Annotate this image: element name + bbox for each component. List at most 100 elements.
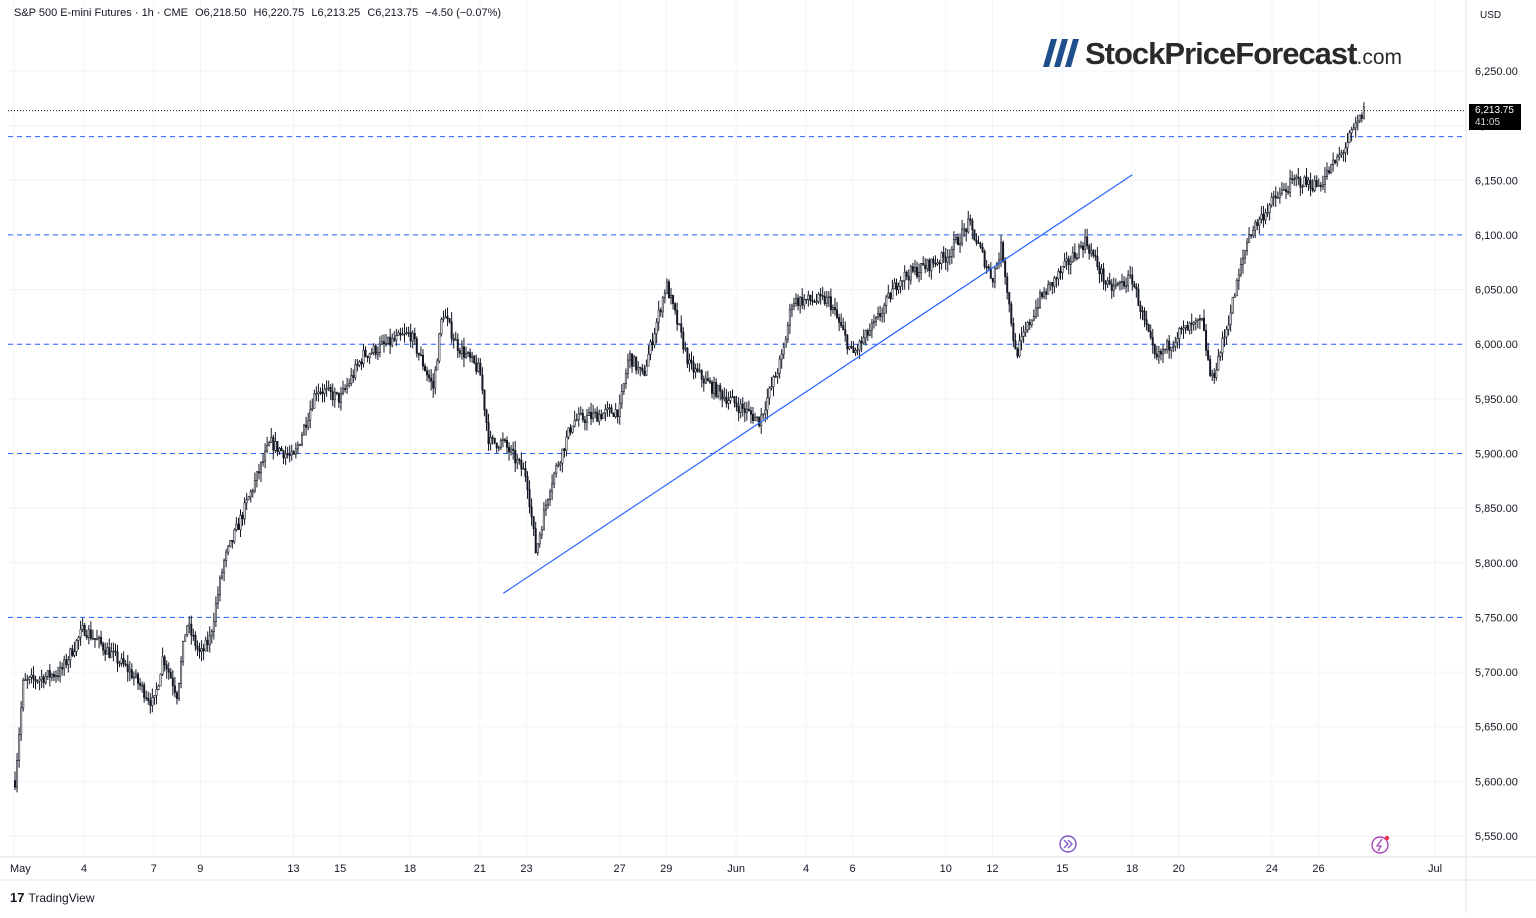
candle-body-83	[184, 634, 187, 642]
candle-body-373	[778, 358, 781, 374]
candle-body-527	[1094, 255, 1097, 257]
open-value: O6,218.50	[195, 7, 247, 19]
candle-body-319	[667, 281, 670, 299]
candle-body-210	[444, 316, 447, 319]
candle-body-377	[786, 324, 789, 340]
candle-body-53	[122, 658, 125, 665]
candle-body-450	[936, 262, 939, 265]
candle-body-37	[89, 629, 92, 639]
candle-body-459	[954, 237, 957, 240]
candle-body-524	[1088, 245, 1091, 254]
alert-badge-bolt	[1375, 838, 1383, 852]
candle-body-257	[540, 529, 543, 536]
candle-body-456	[948, 256, 951, 258]
candle-body-254	[534, 528, 537, 554]
candle-body-374	[780, 353, 783, 360]
candle-body-68	[153, 695, 156, 698]
candle-body-346	[723, 396, 726, 400]
candle-body-237	[499, 440, 502, 448]
candle-body-149	[319, 391, 322, 394]
candle-body-519	[1077, 245, 1080, 259]
candle-body-521	[1082, 245, 1085, 251]
candle-body-79	[175, 692, 178, 699]
candle-body-384	[801, 296, 804, 306]
candle-body-467	[971, 220, 974, 231]
candle-body-653	[1352, 127, 1355, 130]
trendline-layer[interactable]	[502, 174, 1133, 594]
candle-body-9	[32, 674, 35, 680]
candle-body-414	[862, 337, 865, 344]
low-value: L6,213.25	[311, 7, 361, 19]
symbol-info[interactable]: S&P 500 E-mini Futures · 1h · CME	[14, 7, 189, 19]
candle-body-283	[594, 411, 597, 414]
candle-body-305	[639, 366, 642, 369]
candle-body-58	[132, 676, 135, 679]
candle-body-120	[259, 462, 262, 474]
candle-body-90	[198, 648, 201, 652]
candle-body-85	[188, 623, 191, 627]
candle-body-386	[805, 298, 808, 301]
currency-label[interactable]: USD	[1480, 10, 1502, 21]
tradingview-brand[interactable]: 17 TradingView	[10, 890, 95, 905]
candle-body-26	[67, 659, 70, 666]
candle-body-18	[50, 674, 53, 678]
candle-body-425	[885, 296, 888, 306]
candle-body-530	[1100, 268, 1103, 275]
candle-body-104	[227, 545, 230, 553]
candle-body-219	[462, 346, 465, 358]
candle-body-67	[151, 697, 154, 706]
time-tick-12: 4	[803, 863, 809, 875]
candle-body-376	[784, 338, 787, 348]
candle-body-256	[538, 534, 541, 545]
candle-body-41	[98, 637, 101, 640]
candle-body-19	[52, 674, 55, 678]
time-axis[interactable]: May 4 7 9 13 15 18 21 23 27 29 Jun 4 6 10 12 15 18 20 24 26 J…	[10, 863, 1442, 875]
candle-body-514	[1067, 258, 1070, 266]
candle-body-496	[1030, 319, 1033, 326]
candle-body-60	[137, 673, 140, 684]
candle-body-413	[860, 340, 863, 344]
candle-body-503	[1045, 291, 1048, 295]
candle-body-501	[1041, 292, 1044, 298]
trendline[interactable]	[502, 174, 1133, 594]
candle-body-345	[721, 390, 724, 400]
candle-body-251	[528, 489, 531, 508]
candle-body-565	[1172, 345, 1175, 348]
candle-body-63	[143, 684, 146, 698]
candle-body-542	[1125, 285, 1128, 288]
candle-body-48	[112, 650, 115, 653]
candle-body-301	[631, 353, 634, 367]
candle-body-576	[1194, 320, 1197, 323]
candle-body-324	[678, 323, 681, 326]
close-value: C6,213.75	[367, 7, 419, 19]
candle-body-551	[1143, 310, 1146, 321]
candle-body-23	[61, 667, 64, 670]
candle-body-590	[1223, 336, 1226, 339]
candle-body-201	[426, 370, 429, 376]
candle-body-463	[963, 228, 966, 231]
candle-body-14	[42, 676, 45, 684]
candle-body-370	[772, 376, 775, 388]
candle-body-264	[555, 465, 558, 474]
candle-body-196	[415, 338, 418, 354]
change-value: −4.50 (−0.07%)	[425, 7, 502, 19]
candle-body-189	[401, 334, 404, 336]
candle-body-543	[1127, 274, 1130, 287]
logo-tld: .com	[1356, 46, 1402, 69]
candle-body-268	[563, 448, 566, 451]
candle-body-560	[1162, 348, 1165, 355]
candle-body-559	[1159, 351, 1162, 355]
candle-body-387	[807, 294, 810, 300]
candle-body-148	[317, 391, 320, 395]
price-axis[interactable]: 6,250.006,200.006,150.006,100.006,050.00…	[1475, 66, 1518, 843]
candle-body-89	[196, 645, 199, 650]
candle-body-27	[69, 648, 72, 661]
candle-body-442	[920, 263, 923, 273]
candle-body-385	[803, 298, 806, 306]
candle-body-603	[1250, 234, 1253, 237]
candle-body-138	[296, 444, 299, 450]
candle-body-205	[434, 369, 437, 389]
time-tick-18: 20	[1173, 863, 1185, 875]
